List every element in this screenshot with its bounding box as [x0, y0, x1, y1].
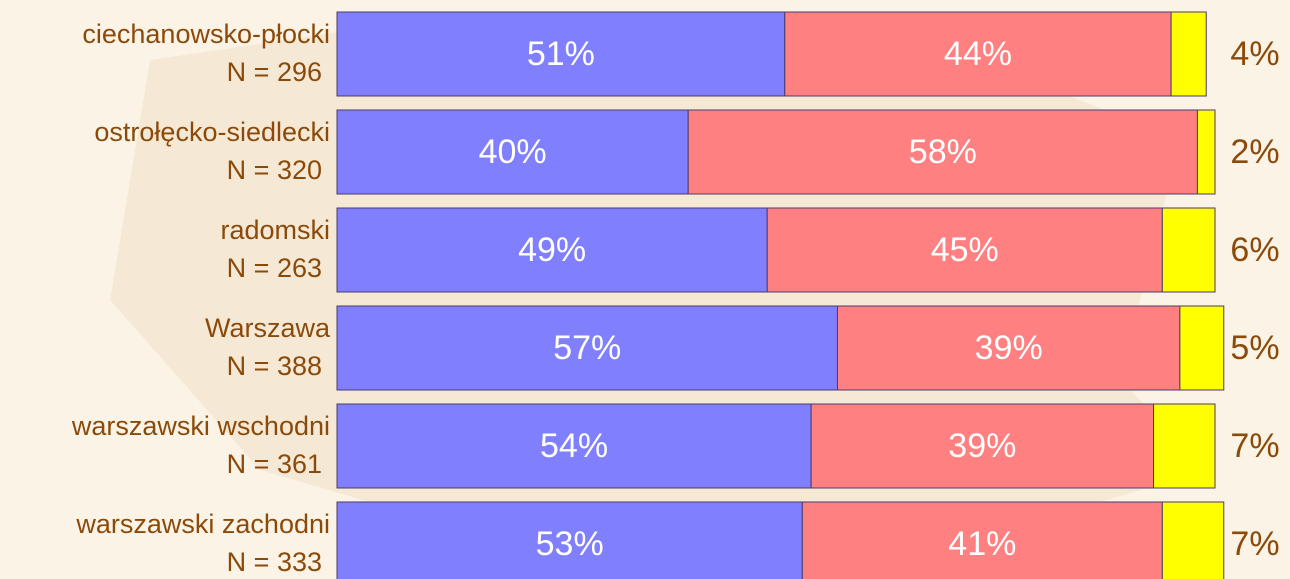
- category-count: N = 361: [227, 449, 322, 479]
- bar-segment: [801, 501, 1163, 579]
- category-label: ostrołęcko-siedlecki: [94, 117, 330, 147]
- bar-segment: [1153, 403, 1216, 489]
- category-label: warszawski wschodni: [71, 411, 330, 441]
- value-label: 4%: [1230, 35, 1279, 73]
- bar-segment: [336, 403, 812, 489]
- value-label: 53%: [536, 525, 604, 563]
- category-label: warszawski zachodni: [75, 509, 330, 539]
- bar-segment: [784, 11, 1172, 97]
- bar-segment: [766, 207, 1163, 293]
- category-count: N = 296: [227, 57, 322, 87]
- value-label: 7%: [1230, 525, 1279, 563]
- value-label: 54%: [540, 427, 608, 465]
- category-label: ciechanowsko-płocki: [82, 19, 330, 49]
- bar-segment: [336, 501, 803, 579]
- value-label: 40%: [479, 133, 547, 171]
- bar-segment: [1179, 305, 1225, 391]
- value-label: 5%: [1230, 329, 1279, 367]
- bar-segment: [1161, 501, 1225, 579]
- value-label: 6%: [1230, 231, 1279, 269]
- bar-segment: [1196, 109, 1216, 195]
- category-label: Warszawa: [205, 313, 331, 343]
- value-label: 49%: [518, 231, 586, 269]
- value-label: 39%: [948, 427, 1016, 465]
- bar-segment: [836, 305, 1181, 391]
- category-count: N = 333: [227, 547, 322, 577]
- bar-segment: [1170, 11, 1207, 97]
- bar-segment: [687, 109, 1198, 195]
- bar-segment: [1161, 207, 1216, 293]
- value-label: 58%: [909, 133, 977, 171]
- value-label: 45%: [931, 231, 999, 269]
- category-count: N = 320: [227, 155, 322, 185]
- bar-segment: [336, 207, 768, 293]
- category-label: radomski: [220, 215, 330, 245]
- bar-segment: [810, 403, 1155, 489]
- value-label: 51%: [527, 35, 595, 73]
- value-label: 41%: [948, 525, 1016, 563]
- value-label: 7%: [1230, 427, 1279, 465]
- value-label: 44%: [944, 35, 1012, 73]
- category-count: N = 388: [227, 351, 322, 381]
- value-label: 57%: [553, 329, 621, 367]
- category-count: N = 263: [227, 253, 322, 283]
- value-label: 2%: [1230, 133, 1279, 171]
- bar-segment: [336, 305, 838, 391]
- value-label: 39%: [975, 329, 1043, 367]
